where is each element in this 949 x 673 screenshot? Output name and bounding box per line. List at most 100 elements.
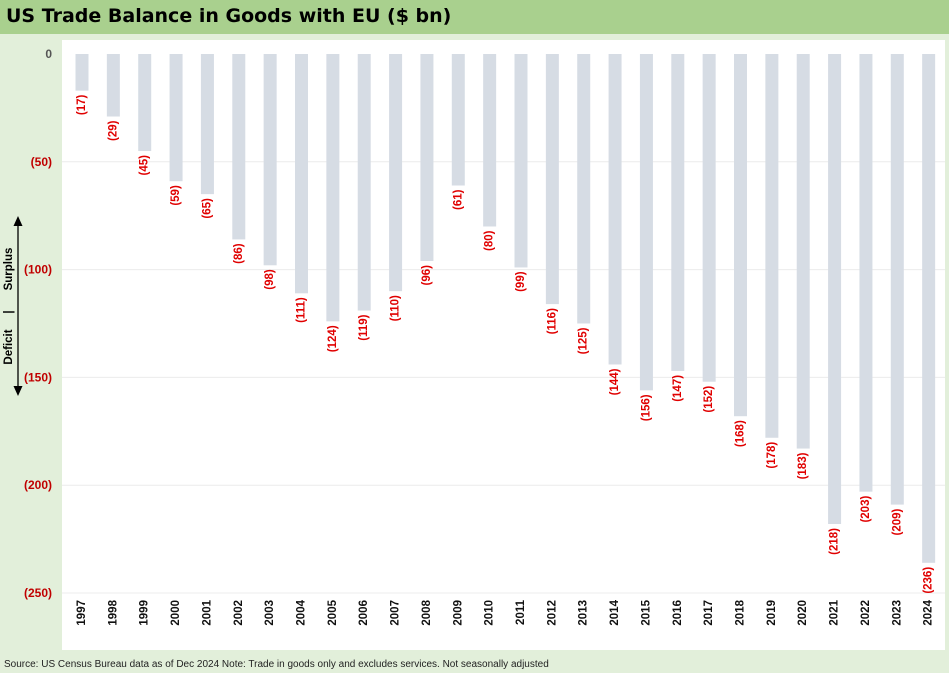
- bar: [828, 54, 842, 525]
- x-tick-label: 2022: [860, 600, 872, 626]
- x-tick-label: 2009: [452, 600, 464, 626]
- x-axis-ticks: 1997 1998 1999 2000 2001 2002 2003 2004 2005 2006…: [76, 599, 935, 625]
- data-label: (65): [201, 198, 213, 219]
- bar: [671, 54, 685, 371]
- bar: [545, 54, 559, 305]
- y-axis-ticks: 0 (50) (100) (150) (200) (250): [24, 47, 52, 600]
- bar: [859, 54, 873, 492]
- x-tick-label: 1999: [139, 600, 151, 626]
- data-label: (124): [327, 325, 339, 352]
- bar: [75, 54, 89, 91]
- surplus-deficit-annotation: Surplus | Deficit: [3, 216, 23, 396]
- data-label: (218): [829, 528, 841, 555]
- x-tick-label: 2006: [358, 600, 370, 626]
- x-tick-label: 2010: [484, 600, 496, 626]
- bar: [357, 54, 371, 311]
- x-tick-label: 2017: [703, 600, 715, 626]
- title-bar: US Trade Balance in Goods with EU ($ bn): [0, 0, 949, 34]
- data-label: (203): [860, 496, 872, 523]
- data-labels: (17) (29) (45) (59) (65) (86) (98) (111) (124) (1…: [76, 94, 935, 593]
- x-tick-label: 2013: [578, 600, 590, 626]
- bar: [922, 54, 936, 563]
- y-tick-label: (200): [24, 478, 52, 492]
- bar: [890, 54, 904, 505]
- data-label: (96): [421, 265, 433, 286]
- data-label: (111): [296, 297, 308, 323]
- bar-chart: (17) (29) (45) (59) (65) (86) (98) (111) (124) (1…: [62, 54, 945, 626]
- bar: [451, 54, 465, 186]
- x-tick-label: 2002: [233, 600, 245, 626]
- x-tick-label: 2000: [170, 600, 182, 626]
- y-tick-label: (150): [24, 370, 52, 384]
- bar: [734, 54, 748, 417]
- data-label: (29): [107, 120, 119, 141]
- x-tick-label: 2011: [515, 599, 527, 625]
- bar: [263, 54, 277, 266]
- gridlines: [62, 161, 945, 594]
- y-tick-label: 0: [45, 47, 52, 61]
- data-label: (183): [797, 452, 809, 479]
- data-label: (45): [139, 155, 151, 176]
- bar: [577, 54, 591, 324]
- y-axis: 0 (50) (100) (150) (200) (250) Surplus | Defi…: [3, 47, 52, 600]
- bar: [138, 54, 152, 152]
- arrow-down-icon: [13, 386, 23, 396]
- arrow-up-icon: [13, 216, 23, 226]
- bar: [326, 54, 340, 322]
- bar: [765, 54, 779, 438]
- bar: [702, 54, 716, 382]
- bar: [389, 54, 403, 292]
- x-tick-label: 2023: [891, 600, 903, 626]
- data-label: (125): [578, 327, 590, 354]
- x-tick-label: 2008: [421, 599, 433, 625]
- data-label: (152): [703, 386, 715, 413]
- y-tick-label: (50): [31, 155, 52, 169]
- y-tick-label: (100): [24, 263, 52, 277]
- data-label: (110): [390, 295, 402, 321]
- surplus-label: Surplus: [3, 248, 15, 291]
- y-tick-label: (250): [24, 586, 52, 600]
- bar: [514, 54, 528, 268]
- data-label: (116): [546, 308, 558, 334]
- data-label: (209): [891, 508, 903, 535]
- data-label: (80): [484, 230, 496, 251]
- x-tick-label: 2014: [609, 599, 621, 625]
- x-tick-label: 2012: [546, 600, 558, 626]
- x-tick-label: 2004: [296, 599, 308, 625]
- x-tick-label: 2016: [672, 600, 684, 626]
- data-label: (17): [76, 94, 88, 115]
- x-tick-label: 2003: [264, 600, 276, 626]
- x-tick-label: 2007: [390, 600, 402, 626]
- divider-label: |: [3, 310, 15, 313]
- plot-area: (17) (29) (45) (59) (65) (86) (98) (111) (124) (1…: [62, 40, 945, 650]
- data-label: (119): [358, 314, 370, 340]
- bar: [200, 54, 214, 195]
- data-label: (236): [923, 567, 935, 594]
- data-label: (59): [170, 185, 182, 206]
- data-label: (86): [233, 243, 245, 264]
- bar: [608, 54, 622, 365]
- data-label: (147): [672, 375, 684, 402]
- chart-title: US Trade Balance in Goods with EU ($ bn): [6, 5, 452, 27]
- data-label: (168): [735, 420, 747, 447]
- bar: [232, 54, 246, 240]
- x-tick-label: 1998: [107, 599, 119, 625]
- data-label: (98): [264, 269, 276, 290]
- x-tick-label: 2019: [766, 600, 778, 626]
- data-label: (61): [452, 189, 464, 210]
- bar: [483, 54, 497, 227]
- x-tick-label: 2015: [640, 599, 652, 625]
- x-tick-label: 2021: [829, 599, 841, 625]
- data-label: (178): [766, 442, 778, 469]
- bar: [796, 54, 810, 449]
- x-tick-label: 1997: [76, 600, 88, 626]
- bar: [420, 54, 434, 261]
- bar: [295, 54, 309, 294]
- x-tick-label: 2020: [797, 600, 809, 626]
- data-label: (156): [640, 394, 652, 421]
- bar: [106, 54, 120, 117]
- deficit-label: Deficit: [3, 329, 15, 364]
- x-tick-label: 2001: [201, 599, 213, 625]
- data-label: (144): [609, 368, 621, 395]
- bar: [169, 54, 183, 182]
